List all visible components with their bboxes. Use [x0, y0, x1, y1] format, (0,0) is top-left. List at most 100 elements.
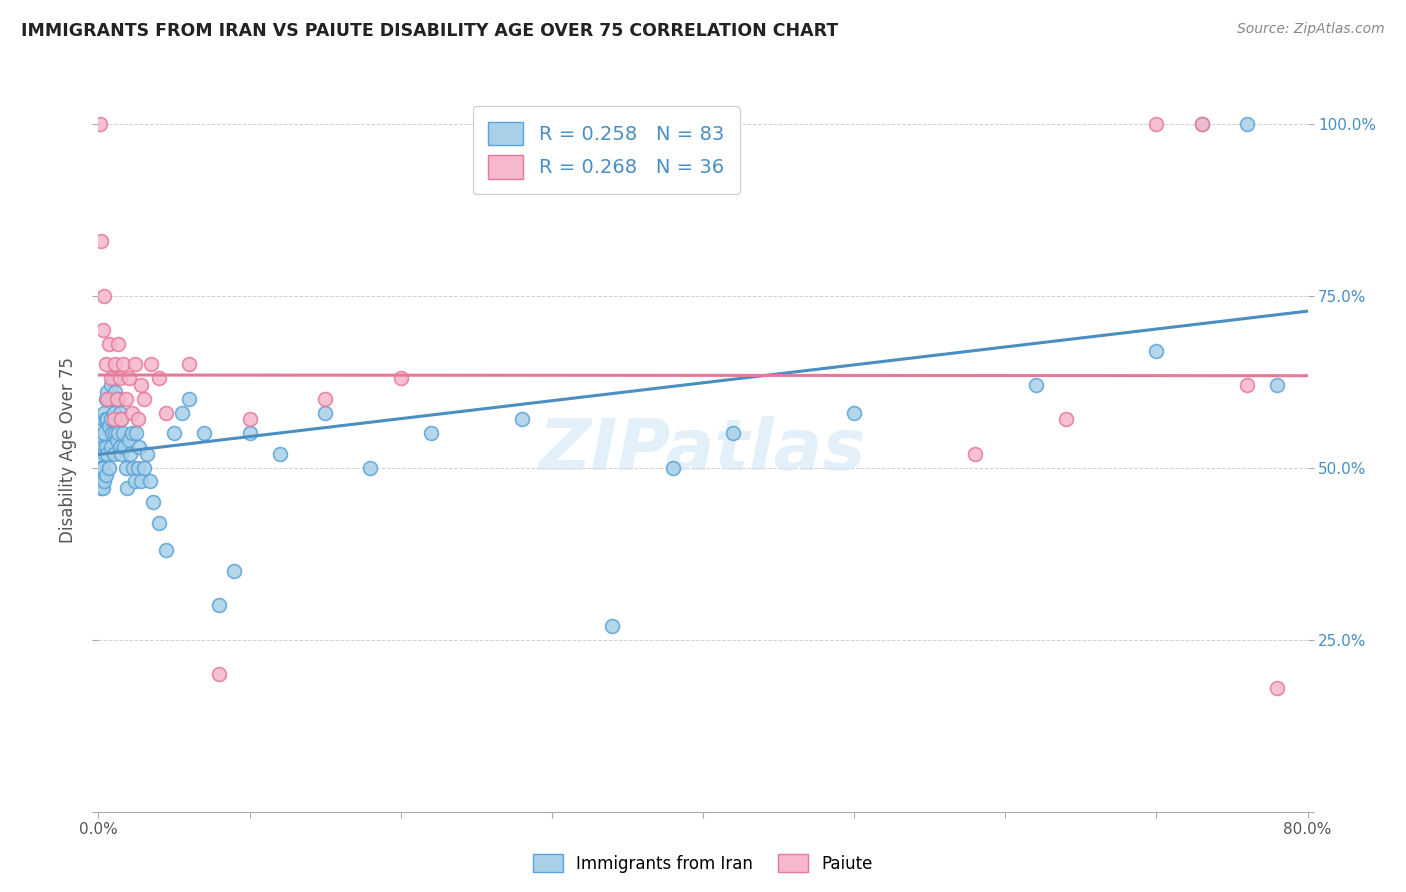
Point — [100, 440, 122, 454]
Point — [314, 392, 336, 406]
Point — [314, 406, 336, 420]
Point — [100, 412, 122, 426]
Legend: Immigrants from Iran, Paiute: Immigrants from Iran, Paiute — [526, 847, 880, 880]
Point — [193, 426, 215, 441]
Point — [104, 384, 127, 399]
Point — [103, 406, 125, 420]
Point — [100, 378, 122, 392]
Point — [103, 447, 125, 461]
Text: IMMIGRANTS FROM IRAN VS PAIUTE DISABILITY AGE OVER 75 CORRELATION CHART: IMMIGRANTS FROM IRAN VS PAIUTE DISABILIT… — [21, 22, 838, 40]
Point — [96, 412, 118, 426]
Point — [121, 406, 143, 420]
Point — [93, 475, 115, 489]
Point — [510, 412, 533, 426]
Point — [94, 467, 117, 482]
Point — [111, 358, 134, 372]
Point — [108, 406, 131, 420]
Point — [91, 440, 114, 454]
Point — [101, 426, 124, 441]
Point — [96, 392, 118, 406]
Point — [121, 426, 143, 441]
Point — [104, 358, 127, 372]
Point — [91, 481, 114, 495]
Point — [844, 406, 866, 420]
Point — [108, 371, 131, 385]
Point — [105, 392, 128, 406]
Point — [170, 406, 193, 420]
Point — [269, 447, 291, 461]
Text: ZIPatlas: ZIPatlas — [540, 416, 866, 485]
Point — [89, 117, 111, 131]
Point — [90, 234, 112, 248]
Point — [1144, 117, 1167, 131]
Point — [104, 426, 127, 441]
Point — [179, 358, 201, 372]
Point — [103, 371, 125, 385]
Point — [1191, 117, 1213, 131]
Point — [93, 406, 115, 420]
Point — [107, 392, 129, 406]
Point — [1236, 117, 1258, 131]
Point — [98, 336, 121, 351]
Point — [108, 440, 131, 454]
Point — [389, 371, 412, 385]
Point — [602, 619, 624, 633]
Point — [148, 371, 170, 385]
Point — [89, 460, 111, 475]
Point — [1144, 343, 1167, 358]
Point — [91, 323, 114, 337]
Point — [148, 516, 170, 530]
Point — [129, 378, 152, 392]
Point — [661, 460, 683, 475]
Legend: R = 0.258   N = 83, R = 0.268   N = 36: R = 0.258 N = 83, R = 0.268 N = 36 — [472, 106, 740, 194]
Point — [155, 406, 177, 420]
Point — [89, 475, 111, 489]
Point — [98, 392, 121, 406]
Point — [98, 460, 121, 475]
Point — [124, 475, 146, 489]
Point — [93, 447, 115, 461]
Point — [94, 358, 117, 372]
Point — [239, 412, 262, 426]
Point — [163, 426, 186, 441]
Point — [114, 392, 136, 406]
Y-axis label: Disability Age Over 75: Disability Age Over 75 — [59, 358, 77, 543]
Point — [239, 426, 262, 441]
Point — [90, 460, 112, 475]
Point — [965, 447, 987, 461]
Point — [122, 460, 145, 475]
Point — [155, 543, 177, 558]
Point — [224, 564, 246, 578]
Point — [89, 440, 111, 454]
Point — [110, 412, 132, 426]
Point — [107, 336, 129, 351]
Point — [96, 384, 118, 399]
Point — [90, 481, 112, 495]
Point — [118, 371, 141, 385]
Point — [91, 412, 114, 426]
Point — [1236, 378, 1258, 392]
Point — [93, 288, 115, 302]
Point — [114, 460, 136, 475]
Point — [105, 433, 128, 447]
Point — [208, 667, 231, 681]
Point — [129, 475, 152, 489]
Point — [100, 371, 122, 385]
Point — [110, 447, 132, 461]
Point — [1191, 117, 1213, 131]
Point — [96, 447, 118, 461]
Point — [120, 447, 142, 461]
Point — [124, 358, 146, 372]
Point — [1024, 378, 1046, 392]
Point — [118, 433, 141, 447]
Text: Source: ZipAtlas.com: Source: ZipAtlas.com — [1237, 22, 1385, 37]
Point — [142, 495, 165, 509]
Point — [107, 426, 129, 441]
Point — [723, 426, 745, 441]
Point — [132, 460, 155, 475]
Point — [93, 426, 115, 441]
Point — [141, 358, 163, 372]
Point — [98, 419, 121, 434]
Point — [101, 392, 124, 406]
Point — [360, 460, 382, 475]
